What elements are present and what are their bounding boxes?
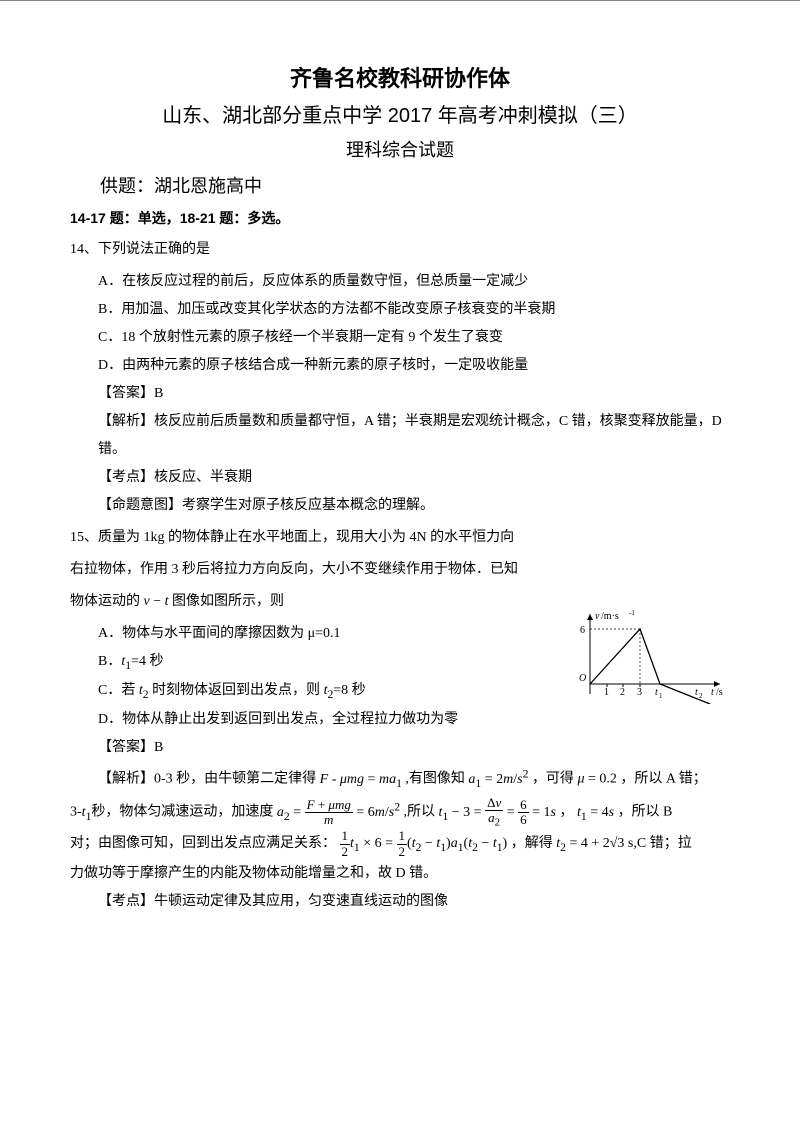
q15-analysis-line4: 力做功等于摩擦产生的内能及物体动能增量之和，故 D 错。 xyxy=(70,860,730,888)
course-title: 理科综合试题 xyxy=(70,136,730,162)
q14-option-D: D．由两种元素的原子核结合成一种新元素的原子核时，一定吸收能量 xyxy=(98,352,730,380)
question-14: 14、下列说法正确的是 A．在核反应过程的前后，反应体系的质量数守恒，但总质量一… xyxy=(70,236,730,520)
svg-text:t: t xyxy=(655,687,658,698)
q15-C-b: 时刻物体返回到出发点，则 xyxy=(149,683,324,698)
svg-text:v: v xyxy=(595,611,600,622)
q14-option-B: B．用加温、加压或改变其化学状态的方法都不能改变原子核衰变的半衰期 xyxy=(98,296,730,324)
svg-text:t: t xyxy=(711,687,714,698)
q15-ana-b: ,有图像知 xyxy=(405,772,468,787)
q15-stem-l3a: 物体运动的 xyxy=(70,594,144,609)
q15-l2a: 3- xyxy=(70,805,82,820)
q15-l3c: s,C 错；拉 xyxy=(628,836,692,851)
q15-stem-l2: 右拉物体，作用 3 秒后将拉力方向反向，大小不变继续作用于物体．已知 xyxy=(70,556,730,584)
section-instruction: 14-17 题：单选，18-21 题：多选。 xyxy=(70,208,730,228)
q15-C-a: C．若 xyxy=(98,683,139,698)
velocity-time-graph: v /m·s -1 6 O 1 2 3 t 1 t 2 t /s xyxy=(565,609,730,704)
q15-stem-l1: 15、质量为 1kg 的物体静止在水平地面上，现用大小为 4N 的水平恒力向 xyxy=(70,524,730,552)
q14-answer: 【答案】B xyxy=(98,380,730,408)
svg-text:t: t xyxy=(695,687,698,698)
q15-ana-a: 【解析】0-3 秒，由牛顿第二定律得 xyxy=(98,772,320,787)
svg-text:1: 1 xyxy=(659,692,663,700)
svg-text:/s: /s xyxy=(716,687,723,698)
q15-option-D: D．物体从静止出发到返回到出发点，全过程拉力做功为零 xyxy=(98,706,730,734)
q14-intent: 【命题意图】考察学生对原子核反应基本概念的理解。 xyxy=(98,492,730,520)
exam-title: 山东、湖北部分重点中学 2017 年高考冲刺模拟（三） xyxy=(70,99,730,128)
q15-l2d: ， xyxy=(559,805,573,820)
q15-ana-c: ，可得 xyxy=(532,772,578,787)
svg-text:2: 2 xyxy=(620,687,625,698)
q15-analysis-line3: 对；由图像可知，回到出发点应满足关系： 12t1 × 6 = 12(t2 − t… xyxy=(70,829,730,859)
q15-l3a: 对；由图像可知，回到出发点应满足关系： xyxy=(70,836,336,851)
q15-l2c: ,所以 xyxy=(404,805,439,820)
q14-analysis: 【解析】核反应前后质量数和质量都守恒，A 错；半衰期是宏观统计概念，C 错，核聚… xyxy=(98,408,730,464)
q15-analysis-line1: 【解析】0-3 秒，由牛顿第二定律得 F - μmg = ma1 ,有图像知 a… xyxy=(98,762,730,795)
question-15: 15、质量为 1kg 的物体静止在水平地面上，现用大小为 4N 的水平恒力向 右… xyxy=(70,524,730,916)
provider-line: 供题：湖北恩施高中 xyxy=(100,172,730,198)
svg-text:-1: -1 xyxy=(629,609,635,617)
q14-stem: 14、下列说法正确的是 xyxy=(70,236,730,264)
svg-text:1: 1 xyxy=(604,687,609,698)
q15-l2b: 秒，物体匀减速运动，加速度 xyxy=(91,805,277,820)
svg-text:/m·s: /m·s xyxy=(601,611,619,622)
q15-C-c: =8 秒 xyxy=(333,683,365,698)
q15-B-a: B． xyxy=(98,654,121,669)
org-title: 齐鲁名校教科研协作体 xyxy=(70,61,730,93)
q14-option-A: A．在核反应过程的前后，反应体系的质量数守恒，但总质量一定减少 xyxy=(98,268,730,296)
q15-l3b: ，解得 xyxy=(511,836,557,851)
q15-stem-l3b: 图像如图所示，则 xyxy=(169,594,285,609)
q15-analysis-line2: 3-t1秒，物体匀减速运动，加速度 a2 = F + μmgm = 6m/s2 … xyxy=(70,795,730,829)
svg-text:O: O xyxy=(579,673,586,684)
q14-kaodian: 【考点】核反应、半衰期 xyxy=(98,464,730,492)
svg-text:3: 3 xyxy=(637,687,642,698)
q15-B-b: =4 秒 xyxy=(131,654,163,669)
q14-option-C: C．18 个放射性元素的原子核经一个半衰期一定有 9 个发生了衰变 xyxy=(98,324,730,352)
exam-page: 齐鲁名校教科研协作体 山东、湖北部分重点中学 2017 年高考冲刺模拟（三） 理… xyxy=(0,0,800,1132)
q15-kaodian: 【考点】牛顿运动定律及其应用，匀变速直线运动的图像 xyxy=(98,888,730,916)
svg-text:2: 2 xyxy=(699,692,703,700)
svg-text:6: 6 xyxy=(580,625,585,636)
q15-A-text: A．物体与水平面间的摩擦因数为 μ=0.1 xyxy=(98,626,341,641)
q15-ana-d: ，所以 A 错； xyxy=(620,772,706,787)
q15-l2e: ，所以 B xyxy=(618,805,673,820)
q15-answer: 【答案】B xyxy=(98,734,730,762)
